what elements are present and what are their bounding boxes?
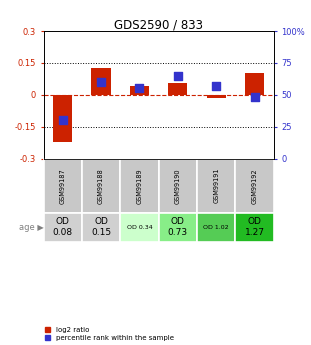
Bar bbox=[245, 72, 264, 95]
Legend: log2 ratio, percentile rank within the sample: log2 ratio, percentile rank within the s… bbox=[44, 326, 174, 342]
Text: OD 1.02: OD 1.02 bbox=[203, 225, 229, 230]
Text: age ▶: age ▶ bbox=[19, 223, 44, 231]
Bar bbox=[207, 95, 226, 98]
Text: OD
0.08: OD 0.08 bbox=[53, 217, 73, 237]
FancyBboxPatch shape bbox=[82, 213, 120, 242]
Bar bbox=[91, 68, 111, 95]
Title: GDS2590 / 833: GDS2590 / 833 bbox=[114, 18, 203, 31]
FancyBboxPatch shape bbox=[197, 159, 235, 213]
Text: GSM99190: GSM99190 bbox=[175, 168, 181, 204]
Bar bbox=[53, 95, 72, 141]
Bar bbox=[130, 86, 149, 95]
FancyBboxPatch shape bbox=[120, 213, 159, 242]
Text: OD
0.73: OD 0.73 bbox=[168, 217, 188, 237]
FancyBboxPatch shape bbox=[197, 213, 235, 242]
Point bbox=[99, 79, 104, 85]
FancyBboxPatch shape bbox=[44, 213, 82, 242]
Point bbox=[214, 83, 219, 89]
FancyBboxPatch shape bbox=[120, 159, 159, 213]
Text: GSM99189: GSM99189 bbox=[137, 168, 142, 204]
Point bbox=[175, 73, 180, 78]
Text: OD 0.34: OD 0.34 bbox=[127, 225, 152, 230]
Point bbox=[252, 95, 257, 100]
Text: GSM99192: GSM99192 bbox=[252, 168, 258, 204]
Point bbox=[60, 118, 65, 123]
Text: OD
1.27: OD 1.27 bbox=[244, 217, 264, 237]
FancyBboxPatch shape bbox=[235, 213, 274, 242]
FancyBboxPatch shape bbox=[235, 159, 274, 213]
FancyBboxPatch shape bbox=[159, 213, 197, 242]
Text: OD
0.15: OD 0.15 bbox=[91, 217, 111, 237]
FancyBboxPatch shape bbox=[82, 159, 120, 213]
Text: GSM99187: GSM99187 bbox=[60, 168, 66, 204]
Text: GSM99191: GSM99191 bbox=[213, 168, 219, 204]
FancyBboxPatch shape bbox=[44, 159, 82, 213]
Bar bbox=[168, 83, 187, 95]
Point bbox=[137, 86, 142, 91]
Text: GSM99188: GSM99188 bbox=[98, 168, 104, 204]
FancyBboxPatch shape bbox=[159, 159, 197, 213]
